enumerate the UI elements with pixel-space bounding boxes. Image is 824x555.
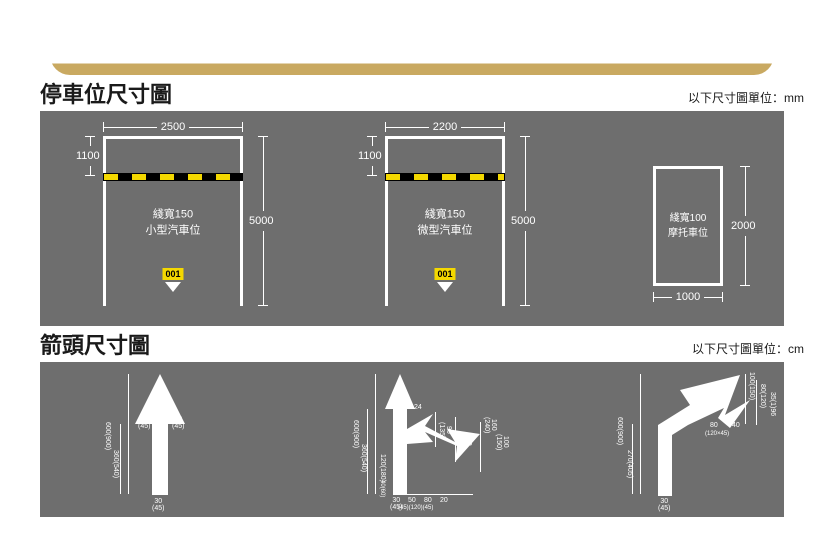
ext-line	[658, 495, 672, 496]
plate-arrow-icon	[437, 282, 453, 292]
arrow-straight	[135, 374, 185, 494]
slot2-label: 綫寬150 微型汽車位	[418, 206, 473, 239]
label-line2: 小型汽車位	[146, 225, 201, 237]
dim-label: 5000	[249, 211, 273, 231]
arrow3-total-h: 600(900)	[616, 417, 623, 445]
ext-line	[120, 424, 121, 494]
arrow2-tail: 100 (150)	[495, 434, 509, 450]
arrow1-base: 30 (45)	[152, 498, 164, 512]
ext-line	[455, 417, 456, 462]
slot3-height-dim: 2000	[733, 166, 757, 286]
arrow3-w2: 40	[732, 422, 740, 429]
slot2-width-dim: 2200	[385, 121, 505, 133]
plate-arrow-icon	[165, 282, 181, 292]
section1-unit: 以下尺寸圖單位：mm	[688, 89, 804, 106]
hazard-bar	[385, 173, 505, 181]
slot-micro-car: 綫寬150 微型汽車位 001	[385, 136, 505, 306]
label-line2: 摩托車位	[668, 228, 708, 239]
section1-header: 停車位尺寸圖 以下尺寸圖單位：mm	[0, 75, 824, 111]
arrow2-gap: 90 (135)	[438, 422, 452, 438]
ext-line	[375, 374, 376, 494]
plate-number: 001	[434, 268, 455, 280]
arrow2-stem-h: 360(540)	[360, 444, 367, 472]
arrow3-h1: 100(150)	[748, 372, 755, 400]
page-container: 停車位尺寸圖 以下尺寸圖單位：mm 2500 1100 綫寬150 小型汽車位 …	[0, 0, 824, 517]
ext-line	[480, 422, 481, 472]
top-gold-band	[50, 0, 774, 75]
arrow2-e: 20	[440, 497, 448, 504]
hazard-bar	[103, 173, 243, 181]
ext-line	[152, 494, 168, 495]
section1-title: 停車位尺寸圖	[40, 77, 172, 109]
arrow2-c: 50	[408, 497, 416, 504]
label-line2: 微型汽車位	[418, 225, 473, 237]
slot1-height-dim: 5000	[251, 136, 275, 306]
slot1-label: 綫寬150 小型汽車位	[146, 206, 201, 239]
arrow2-b: 24	[414, 404, 422, 411]
dim-label: 2000	[731, 216, 755, 236]
arrow2-tip: 90 (135)	[458, 434, 472, 450]
dim-label: 2500	[157, 121, 189, 133]
ext-line	[128, 374, 129, 494]
slot2-height-dim: 5000	[513, 136, 537, 306]
dim-label: 1100	[76, 146, 100, 166]
arrow2-head-h: 160 (240)	[483, 417, 497, 433]
slot3-label: 綫寬100 摩托車位	[668, 211, 708, 241]
label-line1: 綫寬150	[425, 208, 465, 220]
arrow2-d: 80	[424, 497, 432, 504]
arrow2-sub: (45)(120)(45)	[398, 505, 433, 511]
slot-motorcycle: 綫寬100 摩托車位	[653, 166, 723, 286]
dim-label: 5000	[511, 211, 535, 231]
dim-label: 1100	[358, 146, 382, 166]
arrow3-h2: 80(120)	[759, 384, 766, 408]
section2-header: 箭頭尺寸圖 以下尺寸圖單位：cm	[0, 326, 824, 362]
dim-label: 1000	[672, 291, 704, 303]
ext-line	[367, 409, 368, 494]
arrow1-total-h: 600(900)	[104, 422, 111, 450]
slot1-width-dim: 2500	[103, 121, 243, 133]
parking-panel: 2500 1100 綫寬150 小型汽車位 001 5000 2200 1100	[40, 111, 784, 326]
arrow2-total-h: 600(900)	[352, 420, 359, 448]
arrow3-sub1: (120×45)	[705, 431, 729, 437]
ext-line	[393, 494, 473, 495]
arrow3-h3: 35(1)96	[769, 392, 776, 416]
slot1-bar-dim: 1100	[78, 136, 102, 176]
arrow3-base: 30 (45)	[658, 498, 670, 512]
slot2-bar-dim: 1100	[360, 136, 384, 176]
arrow-panel: 600(900) 360(540) 30 (45) 30 (45) 30 (45…	[40, 362, 784, 517]
dim-label: 2200	[429, 121, 461, 133]
plate-number: 001	[162, 268, 183, 280]
slot-small-car: 綫寬150 小型汽車位 001	[103, 136, 243, 306]
ext-line	[745, 374, 746, 424]
slot3-width-dim: 1000	[653, 291, 723, 303]
ext-line	[756, 380, 757, 425]
arrow2-seg1: 120(180)	[379, 454, 386, 482]
label-line1: 綫寬100	[670, 213, 707, 224]
section2-title: 箭頭尺寸圖	[40, 328, 150, 360]
arrow3-w1: 80	[710, 422, 718, 429]
arrow1-hw-r: 30 (45)	[172, 416, 184, 430]
arrow1-hw-l: 30 (45)	[138, 416, 150, 430]
arrow1-stem-h: 360(540)	[112, 450, 119, 478]
arrow3-stem-h: 270(405)	[626, 450, 633, 478]
arrow2-seg2: 40(60)	[379, 480, 385, 497]
ext-line	[640, 374, 641, 494]
label-line1: 綫寬150	[153, 208, 193, 220]
section2-unit: 以下尺寸圖單位：cm	[692, 340, 804, 357]
ext-line	[435, 412, 436, 447]
